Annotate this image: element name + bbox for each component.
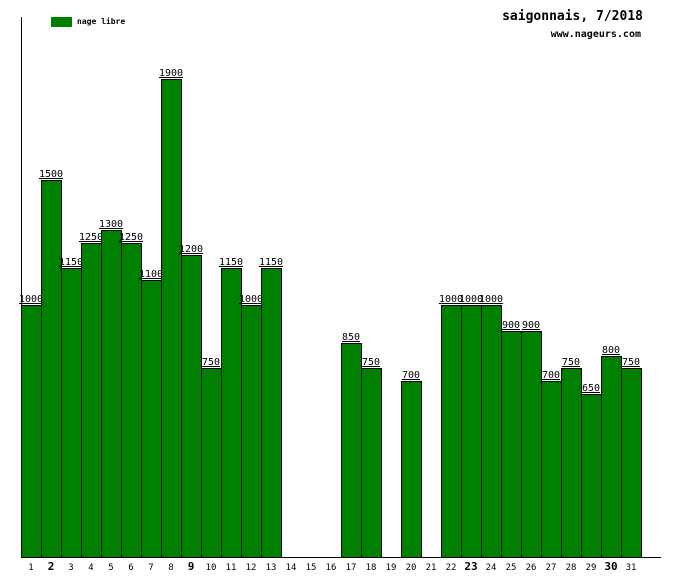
bar-day-27 bbox=[541, 381, 562, 558]
bar-day-10 bbox=[201, 368, 222, 558]
value-label-day-22[interactable]: 1000 bbox=[438, 294, 464, 305]
x-label-day-20: 20 bbox=[405, 563, 417, 573]
bar-day-23 bbox=[461, 305, 482, 558]
value-label-day-30[interactable]: 800 bbox=[601, 345, 621, 356]
bar-day-2 bbox=[41, 180, 62, 558]
bar-day-24 bbox=[481, 305, 502, 558]
value-label-day-25[interactable]: 900 bbox=[501, 320, 521, 331]
value-label-day-1[interactable]: 1000 bbox=[18, 294, 44, 305]
value-label-day-13[interactable]: 1150 bbox=[258, 257, 284, 268]
value-label-day-7[interactable]: 1100 bbox=[138, 269, 164, 280]
site-url: www.nageurs.com bbox=[550, 29, 641, 40]
value-label-day-6[interactable]: 1250 bbox=[118, 232, 144, 243]
x-label-day-23: 23 bbox=[464, 560, 478, 573]
bar-day-12 bbox=[241, 305, 262, 558]
chart-title: saigonnais, 7/2018 bbox=[502, 9, 643, 24]
bar-day-31 bbox=[621, 368, 642, 558]
x-label-day-13: 13 bbox=[265, 563, 277, 573]
x-label-day-12: 12 bbox=[245, 563, 257, 573]
x-label-day-3: 3 bbox=[68, 563, 74, 573]
x-label-day-16: 16 bbox=[325, 563, 337, 573]
bar-day-7 bbox=[141, 280, 162, 558]
value-label-day-23[interactable]: 1000 bbox=[458, 294, 484, 305]
x-label-day-6: 6 bbox=[128, 563, 134, 573]
bar-day-4 bbox=[81, 243, 102, 558]
bar-day-11 bbox=[221, 268, 242, 558]
x-label-day-15: 15 bbox=[305, 563, 317, 573]
x-label-day-17: 17 bbox=[345, 563, 357, 573]
bar-day-5 bbox=[101, 230, 122, 558]
bar-day-25 bbox=[501, 331, 522, 558]
bar-day-1 bbox=[21, 305, 42, 558]
bar-day-28 bbox=[561, 368, 582, 558]
bar-day-17 bbox=[341, 343, 362, 558]
legend-label: nage libre bbox=[77, 17, 126, 26]
x-label-day-5: 5 bbox=[108, 563, 114, 573]
x-label-day-4: 4 bbox=[88, 563, 94, 573]
x-label-day-7: 7 bbox=[148, 563, 154, 573]
value-label-day-24[interactable]: 1000 bbox=[478, 294, 504, 305]
value-label-day-17[interactable]: 850 bbox=[341, 332, 361, 343]
value-label-day-27[interactable]: 700 bbox=[541, 370, 561, 381]
value-label-day-20[interactable]: 700 bbox=[401, 370, 421, 381]
bar-day-8 bbox=[161, 79, 182, 558]
legend: nage libre bbox=[51, 17, 125, 27]
x-label-day-31: 31 bbox=[625, 563, 637, 573]
value-label-day-18[interactable]: 750 bbox=[361, 357, 381, 368]
x-label-day-2: 2 bbox=[47, 560, 55, 573]
x-label-day-8: 8 bbox=[168, 563, 174, 573]
x-label-day-21: 21 bbox=[425, 563, 437, 573]
bar-day-22 bbox=[441, 305, 462, 558]
x-label-day-10: 10 bbox=[205, 563, 217, 573]
x-label-day-11: 11 bbox=[225, 563, 237, 573]
value-label-day-31[interactable]: 750 bbox=[621, 357, 641, 368]
x-label-day-29: 29 bbox=[585, 563, 597, 573]
value-label-day-29[interactable]: 650 bbox=[581, 383, 601, 394]
y-axis-line bbox=[21, 17, 22, 558]
x-label-day-18: 18 bbox=[365, 563, 377, 573]
bar-day-13 bbox=[261, 268, 282, 558]
bar-day-6 bbox=[121, 243, 142, 558]
bar-day-9 bbox=[181, 255, 202, 558]
value-label-day-11[interactable]: 1150 bbox=[218, 257, 244, 268]
value-label-day-28[interactable]: 750 bbox=[561, 357, 581, 368]
value-label-day-2[interactable]: 1500 bbox=[38, 169, 64, 180]
bar-day-26 bbox=[521, 331, 542, 558]
legend-swatch-nage-libre bbox=[51, 17, 72, 27]
x-label-day-14: 14 bbox=[285, 563, 297, 573]
x-label-day-26: 26 bbox=[525, 563, 537, 573]
value-label-day-26[interactable]: 900 bbox=[521, 320, 541, 331]
bar-day-3 bbox=[61, 268, 82, 558]
value-label-day-9[interactable]: 1200 bbox=[178, 244, 204, 255]
x-label-day-27: 27 bbox=[545, 563, 557, 573]
bar-day-30 bbox=[601, 356, 622, 558]
bar-day-20 bbox=[401, 381, 422, 558]
x-label-day-1: 1 bbox=[28, 563, 34, 573]
value-label-day-5[interactable]: 1300 bbox=[98, 219, 124, 230]
x-label-day-9: 9 bbox=[187, 560, 195, 573]
value-label-day-8[interactable]: 1900 bbox=[158, 68, 184, 79]
x-label-day-28: 28 bbox=[565, 563, 577, 573]
x-label-day-19: 19 bbox=[385, 563, 397, 573]
bar-day-29 bbox=[581, 394, 602, 558]
x-label-day-25: 25 bbox=[505, 563, 517, 573]
x-label-day-30: 30 bbox=[604, 560, 618, 573]
bar-day-18 bbox=[361, 368, 382, 558]
value-label-day-12[interactable]: 1000 bbox=[238, 294, 264, 305]
value-label-day-10[interactable]: 750 bbox=[201, 357, 221, 368]
x-label-day-22: 22 bbox=[445, 563, 457, 573]
x-label-day-24: 24 bbox=[485, 563, 497, 573]
value-label-day-4[interactable]: 1250 bbox=[78, 232, 104, 243]
value-label-day-3[interactable]: 1150 bbox=[58, 257, 84, 268]
